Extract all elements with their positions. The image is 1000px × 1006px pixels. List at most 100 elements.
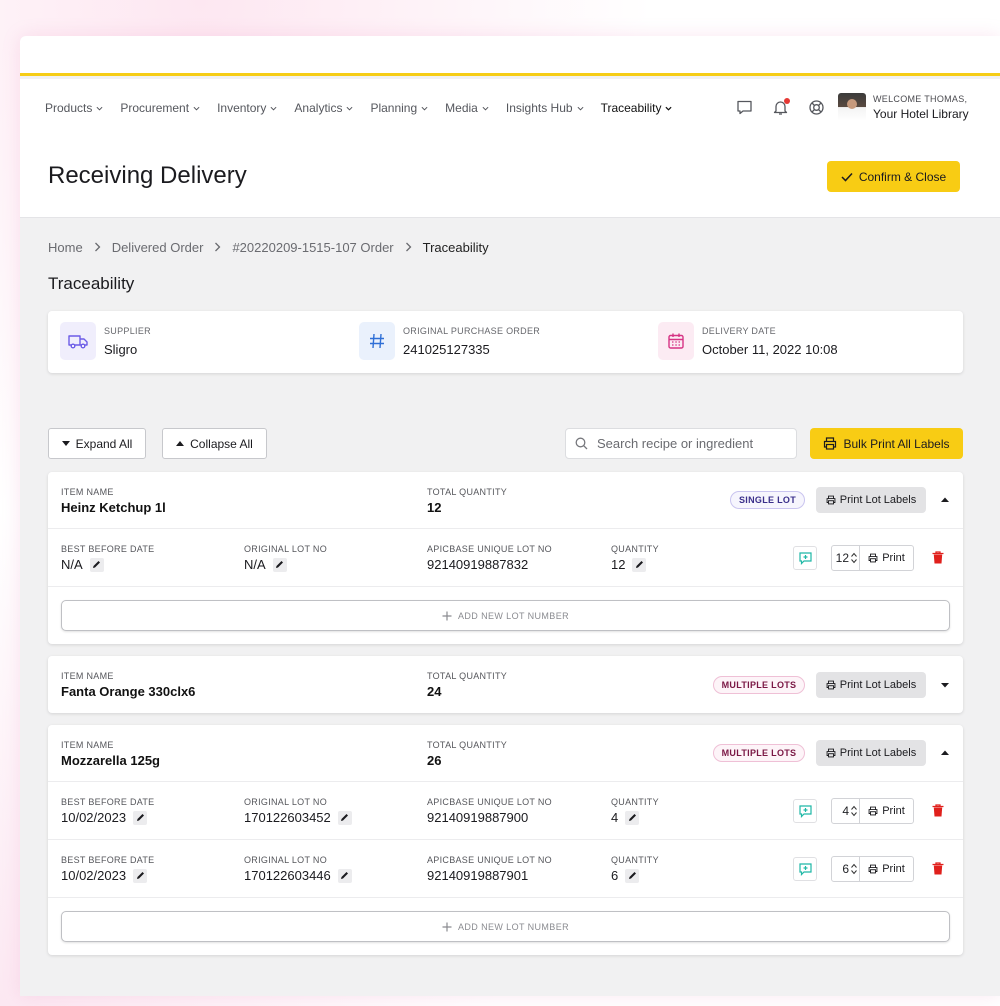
- print-lot-labels-button[interactable]: Print Lot Labels: [816, 740, 926, 766]
- chevron-down-icon: [577, 106, 584, 111]
- best-before-label: BEST BEFORE DATE: [61, 797, 155, 807]
- main-nav: Products Procurement Inventory Analytics…: [45, 101, 689, 115]
- supplier-text: SUPPLIER Sligro: [104, 326, 151, 357]
- edit-pencil-icon[interactable]: [625, 810, 640, 825]
- edit-pencil-icon[interactable]: [337, 810, 352, 825]
- item-header[interactable]: ITEM NAME Fanta Orange 330clx6 TOTAL QUA…: [48, 656, 963, 713]
- chat-icon[interactable]: [736, 99, 753, 116]
- best-before-text: 10/02/2023: [61, 868, 127, 883]
- add-lot-button[interactable]: ADD NEW LOT NUMBER: [61, 600, 950, 631]
- print-lot-labels-label: Print Lot Labels: [839, 494, 917, 506]
- chevron-down-icon: [96, 106, 103, 111]
- confirm-close-button[interactable]: Confirm & Close: [827, 161, 960, 192]
- nav-traceability[interactable]: Traceability: [601, 101, 673, 115]
- trash-icon[interactable]: [932, 804, 944, 817]
- chevron-right-icon: [214, 240, 221, 255]
- chevron-right-icon: [405, 240, 412, 255]
- nav-media[interactable]: Media: [445, 101, 489, 115]
- caret-up-icon[interactable]: [940, 496, 950, 504]
- item-name: Mozzarella 125g: [61, 753, 160, 768]
- edit-pencil-icon[interactable]: [625, 868, 640, 883]
- trash-icon[interactable]: [932, 862, 944, 875]
- print-button[interactable]: Print: [860, 863, 913, 875]
- unique-lot-label: APICBASE UNIQUE LOT NO: [427, 855, 552, 865]
- lot-type-badge: SINGLE LOT: [730, 491, 805, 509]
- chevron-down-icon: [421, 106, 428, 111]
- section-title: Traceability: [48, 274, 135, 293]
- caret-down-icon[interactable]: [940, 681, 950, 689]
- edit-pencil-icon[interactable]: [133, 868, 148, 883]
- trash-icon[interactable]: [932, 551, 944, 564]
- search-box: [565, 428, 797, 459]
- original-lot-text: 170122603452: [244, 810, 331, 825]
- delivery-date-value: October 11, 2022 10:08: [702, 341, 838, 357]
- lot-type-badge: MULTIPLE LOTS: [713, 676, 805, 694]
- print-button[interactable]: Print: [860, 805, 913, 817]
- purchase-order-label: ORIGINAL PURCHASE ORDER: [403, 325, 541, 336]
- print-quantity-value: 4: [842, 804, 849, 818]
- search-icon: [575, 437, 588, 450]
- nav-insights-hub[interactable]: Insights Hub: [506, 101, 584, 115]
- breadcrumb-home[interactable]: Home: [48, 240, 83, 255]
- print-quantity-stepper[interactable]: 6: [832, 857, 860, 881]
- nav-inventory[interactable]: Inventory: [217, 101, 277, 115]
- breadcrumb-delivered-order[interactable]: Delivered Order: [111, 240, 204, 255]
- purchase-order-text: ORIGINAL PURCHASE ORDER 241025127335: [403, 326, 540, 357]
- delivery-info-card: SUPPLIER Sligro ORIGINAL PURCHASE ORDER …: [48, 311, 963, 373]
- edit-pencil-icon[interactable]: [133, 810, 148, 825]
- notification-bell[interactable]: [772, 98, 790, 116]
- nav-procurement[interactable]: Procurement: [120, 101, 200, 115]
- add-lot-label: ADD NEW LOT NUMBER: [457, 610, 570, 621]
- total-quantity: 24: [427, 684, 442, 699]
- nav-products[interactable]: Products: [45, 101, 103, 115]
- print-button[interactable]: Print: [860, 552, 913, 564]
- chevron-down-icon: [270, 106, 277, 111]
- user-text: WELCOME THOMAS, Your Hotel Library: [873, 94, 969, 121]
- edit-pencil-icon[interactable]: [337, 868, 352, 883]
- search-input[interactable]: [597, 436, 787, 451]
- nav-label: Procurement: [120, 101, 190, 115]
- nav-label: Traceability: [600, 101, 662, 115]
- print-lot-labels-button[interactable]: Print Lot Labels: [816, 672, 926, 698]
- user-menu[interactable]: WELCOME THOMAS, Your Hotel Library: [838, 93, 969, 121]
- bulk-print-button[interactable]: Bulk Print All Labels: [810, 428, 963, 459]
- item-card: ITEM NAME Heinz Ketchup 1l TOTAL QUANTIT…: [48, 472, 963, 644]
- add-note-button[interactable]: [793, 857, 817, 881]
- welcome-text: WELCOME THOMAS,: [873, 93, 968, 104]
- quantity-text: 6: [611, 868, 619, 883]
- item-name-label: ITEM NAME: [61, 487, 114, 497]
- comment-plus-icon: [798, 551, 812, 565]
- print-label: Print: [882, 552, 905, 564]
- edit-pencil-icon[interactable]: [632, 557, 647, 572]
- item-header[interactable]: ITEM NAME Mozzarella 125g TOTAL QUANTITY…: [48, 725, 963, 782]
- truck-icon: [60, 322, 96, 360]
- supplier-value: Sligro: [104, 341, 138, 357]
- add-note-button[interactable]: [793, 546, 817, 570]
- printer-icon: [826, 495, 836, 505]
- bell-icon: [773, 101, 788, 115]
- printer-icon: [826, 748, 836, 758]
- print-quantity-group: 6 Print: [831, 856, 914, 882]
- expand-all-button[interactable]: Expand All: [48, 428, 146, 459]
- print-quantity-group: 4 Print: [831, 798, 914, 824]
- edit-pencil-icon[interactable]: [89, 557, 104, 572]
- breadcrumb-order[interactable]: #20220209-1515-107 Order: [232, 240, 394, 255]
- unique-lot-label: APICBASE UNIQUE LOT NO: [427, 544, 552, 554]
- add-lot-button[interactable]: ADD NEW LOT NUMBER: [61, 911, 950, 942]
- add-note-button[interactable]: [793, 799, 817, 823]
- item-header[interactable]: ITEM NAME Heinz Ketchup 1l TOTAL QUANTIT…: [48, 472, 963, 529]
- collapse-all-button[interactable]: Collapse All: [162, 428, 267, 459]
- edit-pencil-icon[interactable]: [272, 557, 287, 572]
- help-lifebuoy-icon[interactable]: [808, 99, 825, 116]
- caret-up-icon[interactable]: [940, 749, 950, 757]
- check-icon: [841, 172, 853, 182]
- nav-analytics[interactable]: Analytics: [294, 101, 353, 115]
- print-lot-labels-button[interactable]: Print Lot Labels: [816, 487, 926, 513]
- print-label: Print: [882, 805, 905, 817]
- print-quantity-stepper[interactable]: 12: [832, 546, 860, 570]
- nav-planning[interactable]: Planning: [370, 101, 428, 115]
- hash-icon: [359, 322, 395, 360]
- print-quantity-stepper[interactable]: 4: [832, 799, 860, 823]
- delivery-date-text: DELIVERY DATE October 11, 2022 10:08: [702, 326, 838, 357]
- quantity-label: QUANTITY: [611, 855, 659, 865]
